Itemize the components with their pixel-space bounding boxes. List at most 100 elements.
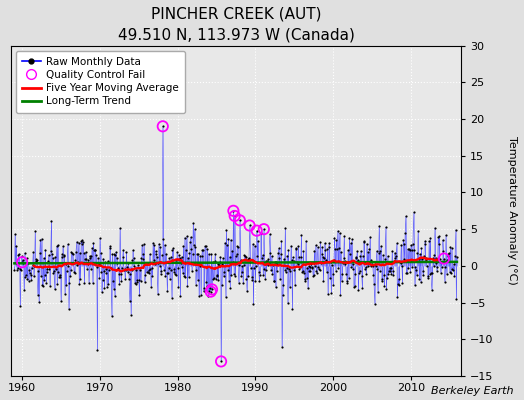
Point	[203, 283, 211, 289]
Point	[31, 258, 40, 264]
Point	[299, 268, 307, 275]
Point	[179, 270, 187, 277]
Point	[405, 246, 413, 252]
Point	[169, 245, 177, 252]
Point	[124, 269, 132, 275]
Point	[94, 255, 102, 262]
Point	[66, 280, 74, 286]
Point	[223, 242, 231, 249]
Point	[378, 276, 387, 282]
Point	[420, 253, 428, 259]
Point	[267, 267, 275, 273]
Point	[100, 284, 108, 291]
Point	[217, 282, 226, 289]
Point	[247, 274, 256, 280]
Point	[232, 253, 240, 260]
Point	[348, 236, 356, 243]
Point	[242, 276, 250, 282]
Point	[50, 286, 59, 293]
Point	[237, 269, 246, 276]
Point	[211, 258, 219, 264]
Point	[345, 234, 354, 241]
Point	[311, 263, 319, 270]
Point	[128, 256, 137, 263]
Point	[347, 264, 355, 270]
Point	[273, 261, 281, 267]
Point	[106, 243, 114, 250]
Point	[121, 276, 129, 282]
Point	[453, 254, 461, 260]
Text: Berkeley Earth: Berkeley Earth	[431, 386, 514, 396]
Point	[69, 250, 77, 257]
Point	[113, 260, 122, 266]
Point	[423, 263, 431, 269]
Point	[54, 269, 63, 275]
Point	[159, 123, 167, 130]
Point	[382, 286, 390, 292]
Point	[253, 252, 261, 259]
Point	[270, 278, 278, 284]
Point	[341, 261, 350, 267]
Point	[451, 253, 459, 259]
Point	[442, 232, 450, 238]
Point	[33, 257, 41, 263]
Point	[436, 270, 445, 276]
Point	[36, 250, 44, 256]
Point	[190, 226, 199, 233]
Point	[413, 250, 422, 256]
Point	[242, 253, 250, 260]
Point	[383, 275, 391, 281]
Point	[130, 280, 139, 286]
Point	[174, 284, 182, 290]
Point	[151, 261, 159, 267]
Point	[406, 247, 414, 253]
Point	[264, 262, 272, 268]
Point	[404, 265, 412, 271]
Point	[125, 276, 133, 282]
Point	[230, 270, 238, 277]
Point	[198, 253, 206, 259]
Point	[91, 247, 99, 254]
Title: PINCHER CREEK (AUT)
49.510 N, 113.973 W (Canada): PINCHER CREEK (AUT) 49.510 N, 113.973 W …	[117, 7, 354, 43]
Point	[366, 234, 374, 240]
Point	[74, 240, 83, 246]
Point	[30, 263, 39, 270]
Point	[326, 275, 334, 281]
Point	[133, 278, 141, 285]
Point	[160, 267, 168, 274]
Point	[320, 255, 329, 261]
Point	[288, 257, 296, 263]
Point	[78, 241, 86, 247]
Point	[149, 257, 158, 263]
Point	[441, 264, 450, 271]
Point	[434, 241, 443, 248]
Point	[258, 252, 267, 258]
Point	[445, 250, 453, 256]
Point	[191, 244, 199, 250]
Point	[365, 246, 374, 252]
Point	[253, 228, 261, 234]
Point	[263, 258, 271, 264]
Point	[280, 256, 288, 262]
Point	[52, 243, 61, 249]
Point	[222, 294, 230, 300]
Point	[303, 265, 311, 271]
Point	[43, 266, 52, 272]
Point	[423, 275, 432, 281]
Point	[394, 280, 402, 287]
Point	[184, 274, 193, 280]
Point	[314, 264, 322, 270]
Point	[417, 279, 425, 285]
Point	[316, 260, 325, 267]
Point	[166, 275, 174, 282]
Point	[195, 293, 203, 300]
Point	[239, 280, 247, 286]
Point	[197, 292, 205, 298]
Point	[252, 263, 260, 269]
Point	[414, 228, 422, 234]
Point	[352, 255, 361, 261]
Point	[434, 233, 442, 240]
Point	[36, 236, 45, 243]
Point	[373, 248, 381, 254]
Point	[104, 280, 113, 287]
